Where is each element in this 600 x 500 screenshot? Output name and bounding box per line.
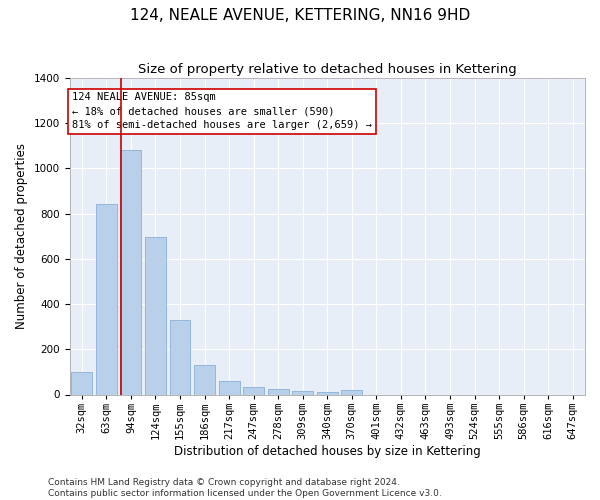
Text: Contains HM Land Registry data © Crown copyright and database right 2024.
Contai: Contains HM Land Registry data © Crown c… xyxy=(48,478,442,498)
Bar xyxy=(71,372,92,394)
Text: 124, NEALE AVENUE, KETTERING, NN16 9HD: 124, NEALE AVENUE, KETTERING, NN16 9HD xyxy=(130,8,470,22)
Bar xyxy=(317,392,338,394)
Bar xyxy=(121,150,142,394)
X-axis label: Distribution of detached houses by size in Kettering: Distribution of detached houses by size … xyxy=(174,444,481,458)
Bar xyxy=(218,381,239,394)
Y-axis label: Number of detached properties: Number of detached properties xyxy=(15,144,28,330)
Bar xyxy=(341,390,362,394)
Bar xyxy=(194,365,215,394)
Bar xyxy=(96,204,117,394)
Text: 124 NEALE AVENUE: 85sqm
← 18% of detached houses are smaller (590)
81% of semi-d: 124 NEALE AVENUE: 85sqm ← 18% of detache… xyxy=(72,92,372,130)
Bar xyxy=(243,386,264,394)
Title: Size of property relative to detached houses in Kettering: Size of property relative to detached ho… xyxy=(138,62,517,76)
Bar xyxy=(145,238,166,394)
Bar xyxy=(292,390,313,394)
Bar xyxy=(170,320,190,394)
Bar xyxy=(268,389,289,394)
